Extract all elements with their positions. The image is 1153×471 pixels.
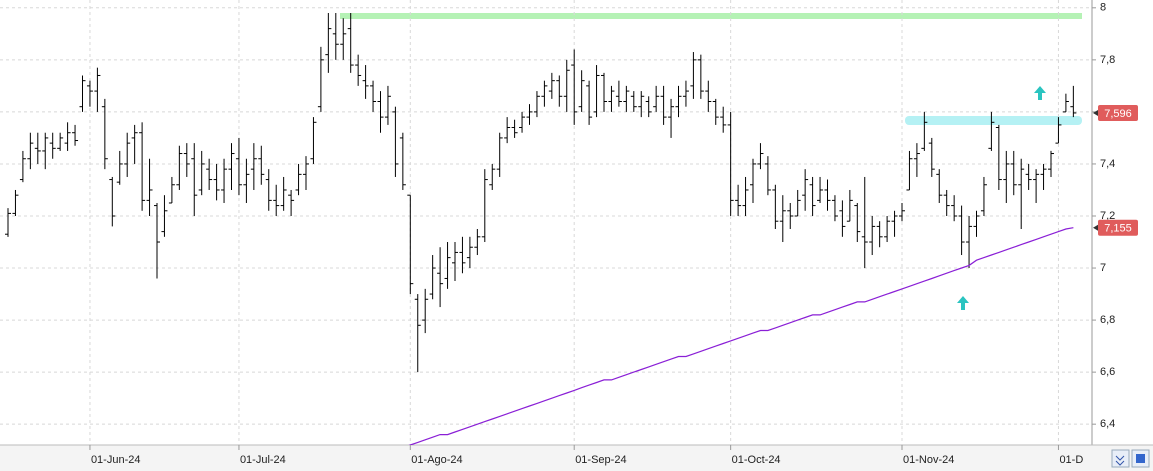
y-tick-label: 6,6 — [1100, 366, 1115, 378]
y-tick-label: 6,4 — [1100, 418, 1115, 430]
y-tick-label: 7,8 — [1100, 54, 1115, 66]
last-price-box — [1098, 104, 1138, 121]
x-tick-label: 01-Oct-24 — [732, 454, 781, 466]
last-ma-pointer — [1093, 224, 1098, 231]
last-ma-label: 7,155 — [1104, 223, 1132, 235]
x-tick-label: 01-Sep-24 — [575, 454, 626, 466]
zoom-button[interactable] — [1111, 449, 1130, 468]
x-tick-label: 01-Jun-24 — [91, 454, 141, 466]
zoom-icon — [1115, 455, 1125, 466]
last-price-pointer — [1093, 109, 1098, 116]
y-tick-label: 6,8 — [1100, 314, 1115, 326]
y-tick-label: 8 — [1100, 2, 1106, 14]
x-tick-label: 01-Jul-24 — [240, 454, 286, 466]
plot-area — [0, 0, 1092, 445]
last-price-label: 7,596 — [1104, 108, 1132, 120]
x-tick-label: 01-D — [1059, 454, 1083, 466]
up-arrow — [957, 296, 969, 310]
breakout-band — [905, 116, 1082, 125]
y-tick-label: 7,2 — [1100, 210, 1115, 222]
y-tick-label: 7,4 — [1100, 158, 1115, 170]
x-tick-label: 01-Nov-24 — [903, 454, 954, 466]
moving-average — [408, 227, 1074, 445]
last-ma-box — [1098, 219, 1138, 236]
save-icon — [1136, 454, 1145, 463]
x-axis-strip — [0, 445, 1153, 471]
resistance-band — [340, 13, 1082, 19]
y-tick-label: 7 — [1100, 262, 1106, 274]
x-tick-label: 01-Ago-24 — [411, 454, 462, 466]
toolbar — [1111, 449, 1150, 468]
up-arrow — [1034, 86, 1046, 100]
